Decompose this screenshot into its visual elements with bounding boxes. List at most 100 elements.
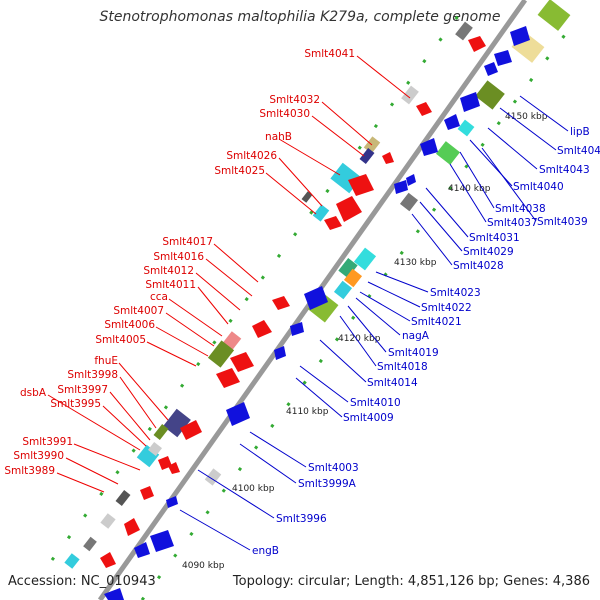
tick-label: 4090 kbp <box>182 561 225 571</box>
gene-label: nahB <box>265 131 292 143</box>
gene-label: Smlt3990 <box>13 450 64 462</box>
forward-gene-labels: Smlt4041 Smlt4032 Smlt4030 nahB Smlt4026… <box>4 48 355 477</box>
gene-label: Smlt4003 <box>308 462 359 474</box>
gene-label: Smlt4026 <box>226 150 277 162</box>
gene-arrow <box>100 552 116 568</box>
gene-arrow <box>124 518 140 536</box>
gene-arrow <box>226 402 250 426</box>
gene-label: dsbA <box>20 387 47 399</box>
gene-arrow <box>510 26 530 46</box>
tick-label: 4120 kbp <box>338 334 381 344</box>
gene-label: Smlt4041 <box>304 48 355 60</box>
gene-arrow <box>140 486 154 500</box>
gene-arrow <box>394 180 408 194</box>
gene-box <box>115 490 131 506</box>
gene-arrow <box>166 496 178 508</box>
tick-label: 4100 kbp <box>232 484 275 494</box>
gene-label: Smlt4007 <box>113 305 164 317</box>
gene-label: Smlt4028 <box>453 260 504 272</box>
tick-label: 4150 kbp <box>505 112 548 122</box>
gene-label: Smlt4018 <box>377 361 428 373</box>
gene-arrow <box>150 530 174 552</box>
gene-label: Smlt4031 <box>469 232 520 244</box>
gene-label: Smlt4040 <box>513 181 564 193</box>
gene-box <box>204 468 222 486</box>
gene-arrow <box>416 102 432 116</box>
gene-arrow <box>468 36 486 52</box>
gene-label: Smlt4006 <box>104 319 155 331</box>
gene-label: Smlt4014 <box>367 377 418 389</box>
gene-arrow <box>252 320 272 338</box>
gene-arrow <box>348 174 374 196</box>
forward-gene-track <box>64 21 486 569</box>
gene-arrow <box>272 296 290 310</box>
gene-arrow <box>290 322 304 336</box>
gene-label: Smlt4012 <box>143 265 194 277</box>
gene-box <box>401 85 419 105</box>
gene-box <box>338 258 358 278</box>
tick-track-outer <box>50 0 572 600</box>
gene-box <box>359 148 375 164</box>
gene-arrow <box>484 62 498 76</box>
gene-arrow <box>274 346 286 360</box>
gene-arrow <box>134 542 150 558</box>
gene-label: Smlt4016 <box>153 251 204 263</box>
gene-arrow <box>444 114 460 130</box>
gene-arrow <box>460 92 480 112</box>
gene-label: engB <box>252 545 279 557</box>
gene-arrow <box>406 174 416 186</box>
gene-arrow <box>494 50 512 66</box>
gene-box <box>301 191 313 203</box>
gene-label: Smlt4021 <box>411 316 462 328</box>
gene-label: Smlt4038 <box>495 203 546 215</box>
reverse-gene-labels: lipB Smlt4045 Smlt4043 Smlt4040 Smlt4038… <box>252 126 600 557</box>
gene-box <box>457 119 475 137</box>
gene-arrow <box>420 138 438 156</box>
gene-label: Smlt4023 <box>430 287 481 299</box>
gene-box <box>83 536 97 552</box>
gene-box <box>455 21 473 41</box>
gene-box <box>343 268 363 288</box>
forward-leader-lines <box>47 55 411 493</box>
gene-box <box>312 204 330 222</box>
gene-label: Smlt4045 <box>557 145 600 157</box>
tick-label: 4110 kbp <box>286 407 329 417</box>
gene-box <box>147 441 163 457</box>
gene-box <box>100 513 116 529</box>
gene-label: Smlt3991 <box>22 436 73 448</box>
gene-box <box>333 280 353 300</box>
gene-box <box>399 192 419 212</box>
reverse-gene-track <box>104 0 571 600</box>
gene-label: Smlt4005 <box>95 334 146 346</box>
gene-label: Smlt4009 <box>343 412 394 424</box>
gene-label: Smlt3997 <box>57 384 108 396</box>
gene-label: lipB <box>570 126 590 138</box>
genome-summary-text: Topology: circular; Length: 4,851,126 bp… <box>232 574 590 589</box>
gene-label: Smlt4022 <box>421 302 472 314</box>
gene-label: nagA <box>402 330 430 342</box>
gene-arrow <box>216 368 240 388</box>
gene-label: Smlt3998 <box>67 369 118 381</box>
gene-box <box>475 80 505 110</box>
tick-label: 4140 kbp <box>448 184 491 194</box>
gene-label: Smlt4025 <box>214 165 265 177</box>
gene-label: Smlt3996 <box>276 513 327 525</box>
gene-arrow <box>180 420 202 440</box>
gene-label: Smlt4030 <box>259 108 310 120</box>
map-title: Stenotrophomonas maltophilia K279a, comp… <box>99 9 501 25</box>
gene-box <box>207 340 235 368</box>
gene-box <box>163 408 191 438</box>
gene-box <box>153 424 169 440</box>
gene-box <box>353 247 377 271</box>
tick-labels: 4090 kbp 4100 kbp 4110 kbp 4120 kbp 4130… <box>182 112 548 571</box>
gene-arrow <box>382 152 394 164</box>
gene-box <box>64 553 80 569</box>
gene-label: Smlt4037 <box>487 217 538 229</box>
gene-arrow <box>168 462 180 474</box>
gene-label: Smlt4011 <box>145 279 196 291</box>
gene-arrow <box>230 352 254 372</box>
gene-label: Smlt4019 <box>388 347 439 359</box>
gene-arrow <box>304 286 328 310</box>
gene-arrow <box>324 216 342 230</box>
gene-label: Smlt3999A <box>298 478 357 490</box>
